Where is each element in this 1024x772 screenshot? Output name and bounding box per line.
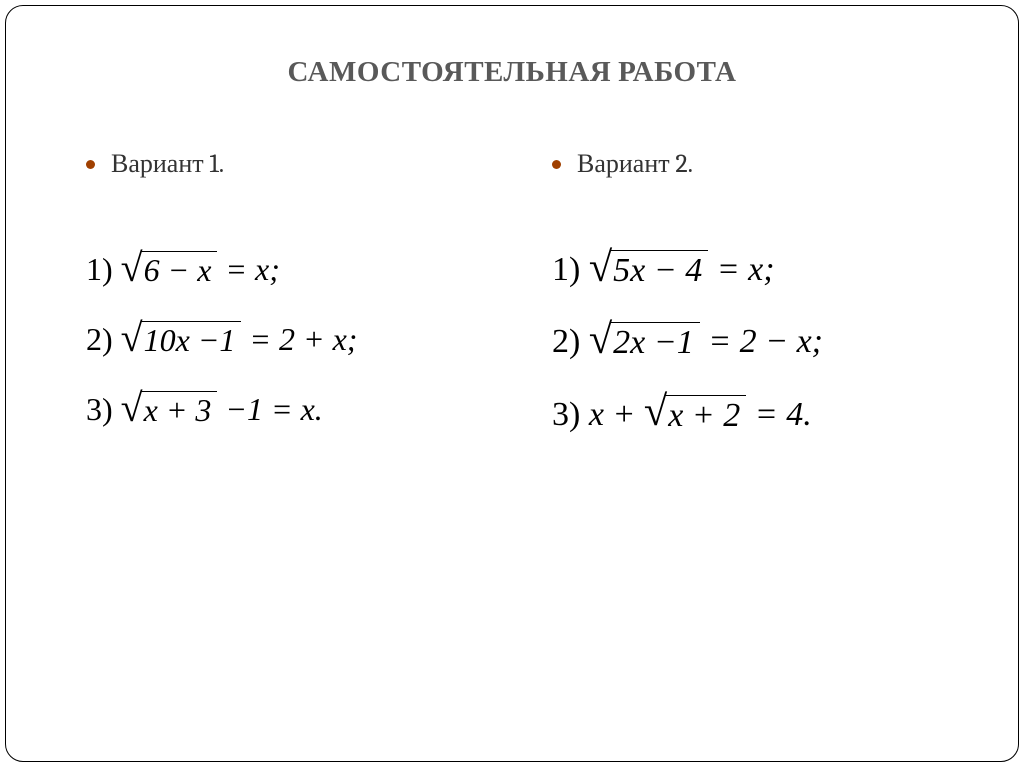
eq-number: 2) [552, 323, 580, 360]
radicand: 10x −1 [141, 321, 242, 359]
sqrt: √2x −1 [589, 322, 700, 362]
eq-number: 1) [86, 251, 113, 287]
radicand: 5x − 4 [610, 250, 708, 290]
variant-1-header: Вариант 1. [86, 149, 492, 179]
eq-rhs: = 2 − x; [708, 323, 823, 360]
equation: 2) √10x −1 = 2 + x; [86, 307, 492, 371]
eq-lhs: x + [589, 396, 644, 433]
eq-rhs: = x; [225, 251, 279, 287]
radicand: x + 3 [141, 391, 218, 429]
bullet-icon [552, 160, 561, 169]
columns: Вариант 1. 1) √6 − x = x; 2) √10x −1 = 2… [46, 149, 978, 454]
equation: 1) √6 − x = x; [86, 237, 492, 301]
eq-rhs: = 4. [755, 396, 812, 433]
equation: 1) √5x − 4 = x; [552, 237, 958, 303]
variant-2-equations: 1) √5x − 4 = x; 2) √2x −1 = 2 − x; 3) x … [552, 237, 958, 448]
eq-number: 2) [86, 321, 113, 357]
eq-rhs: −1 = x. [225, 391, 322, 427]
sqrt: √10x −1 [121, 321, 242, 359]
radicand: x + 2 [665, 395, 746, 435]
variant-1-equations: 1) √6 − x = x; 2) √10x −1 = 2 + x; 3) √x… [86, 237, 492, 441]
bullet-icon [86, 160, 95, 169]
variant-2-header: Вариант 2. [552, 149, 958, 179]
variant-1-column: Вариант 1. 1) √6 − x = x; 2) √10x −1 = 2… [86, 149, 492, 454]
page-title: САМОСТОЯТЕЛЬНАЯ РАБОТА [46, 56, 978, 89]
eq-rhs: = x; [717, 251, 775, 288]
equation: 3) √x + 3 −1 = x. [86, 377, 492, 441]
equation: 3) x + √x + 2 = 4. [552, 382, 958, 448]
sqrt: √5x − 4 [589, 250, 708, 290]
radicand: 2x −1 [610, 322, 700, 362]
sqrt: √x + 2 [644, 395, 746, 435]
eq-number: 3) [86, 391, 113, 427]
sqrt: √x + 3 [121, 391, 218, 429]
sqrt: √6 − x [121, 251, 218, 289]
variant-1-label: Вариант 1. [111, 149, 224, 179]
eq-number: 3) [552, 396, 580, 433]
radicand: 6 − x [141, 251, 218, 289]
slide-frame: САМОСТОЯТЕЛЬНАЯ РАБОТА Вариант 1. 1) √6 … [5, 5, 1019, 762]
variant-2-label: Вариант 2. [577, 149, 693, 179]
equation: 2) √2x −1 = 2 − x; [552, 309, 958, 375]
variant-2-column: Вариант 2. 1) √5x − 4 = x; 2) √2x −1 = 2… [552, 149, 958, 454]
eq-rhs: = 2 + x; [249, 321, 357, 357]
eq-number: 1) [552, 251, 580, 288]
